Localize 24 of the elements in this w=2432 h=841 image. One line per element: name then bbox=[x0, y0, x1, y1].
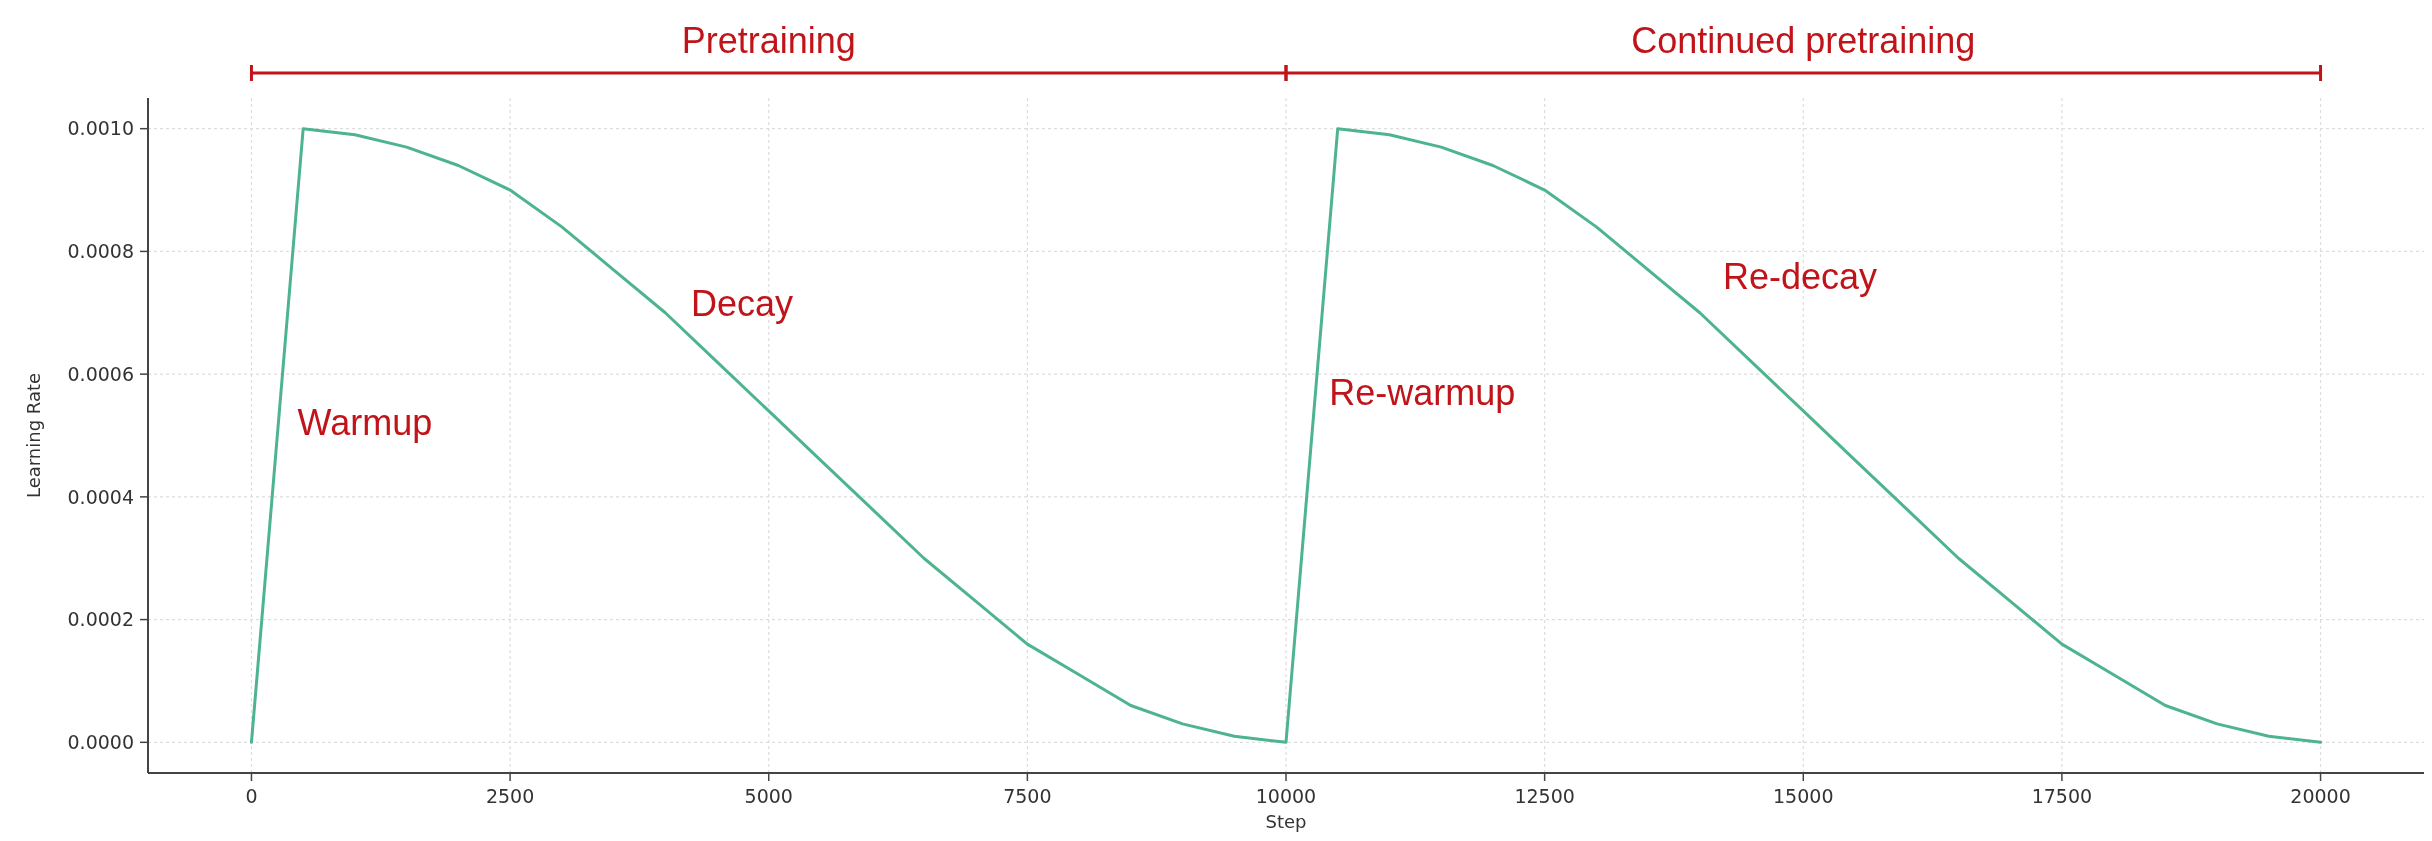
text: Continued pretraining bbox=[1631, 20, 1976, 61]
x-tick-label: 15000 bbox=[1773, 785, 1834, 807]
x-tick-label: 17500 bbox=[2031, 785, 2093, 807]
y-tick-label: 0.0008 bbox=[67, 240, 134, 263]
x-tick-label: 7500 bbox=[1003, 785, 1052, 807]
y-axis-title: Learning Rate bbox=[23, 372, 44, 499]
x-tick-label: 0 bbox=[245, 785, 258, 807]
line-series bbox=[249, 127, 2323, 744]
x-tick-label: 10000 bbox=[1255, 785, 1317, 807]
annotation: Warmup bbox=[297, 402, 433, 444]
y-tick-label: 0.0000 bbox=[67, 730, 134, 753]
y-tick-label: 0.0006 bbox=[67, 362, 134, 385]
y-tick-label: 0.0004 bbox=[67, 485, 134, 508]
y-tick-label: 0.0002 bbox=[67, 608, 134, 631]
x-tick-label: 5000 bbox=[744, 785, 793, 807]
annotation: Decay bbox=[691, 283, 794, 325]
x-tick-label: 2500 bbox=[485, 785, 535, 807]
annotation: Re-decay bbox=[1722, 255, 1878, 297]
x-tick-label: 12500 bbox=[1514, 785, 1575, 807]
x-tick-label: 20000 bbox=[2290, 785, 2351, 807]
y-tick-label: 0.0010 bbox=[67, 117, 134, 140]
text: Pretraining bbox=[681, 20, 856, 61]
x-axis-title: Step bbox=[1265, 811, 1307, 832]
annotation: Re-warmup bbox=[1329, 371, 1516, 413]
